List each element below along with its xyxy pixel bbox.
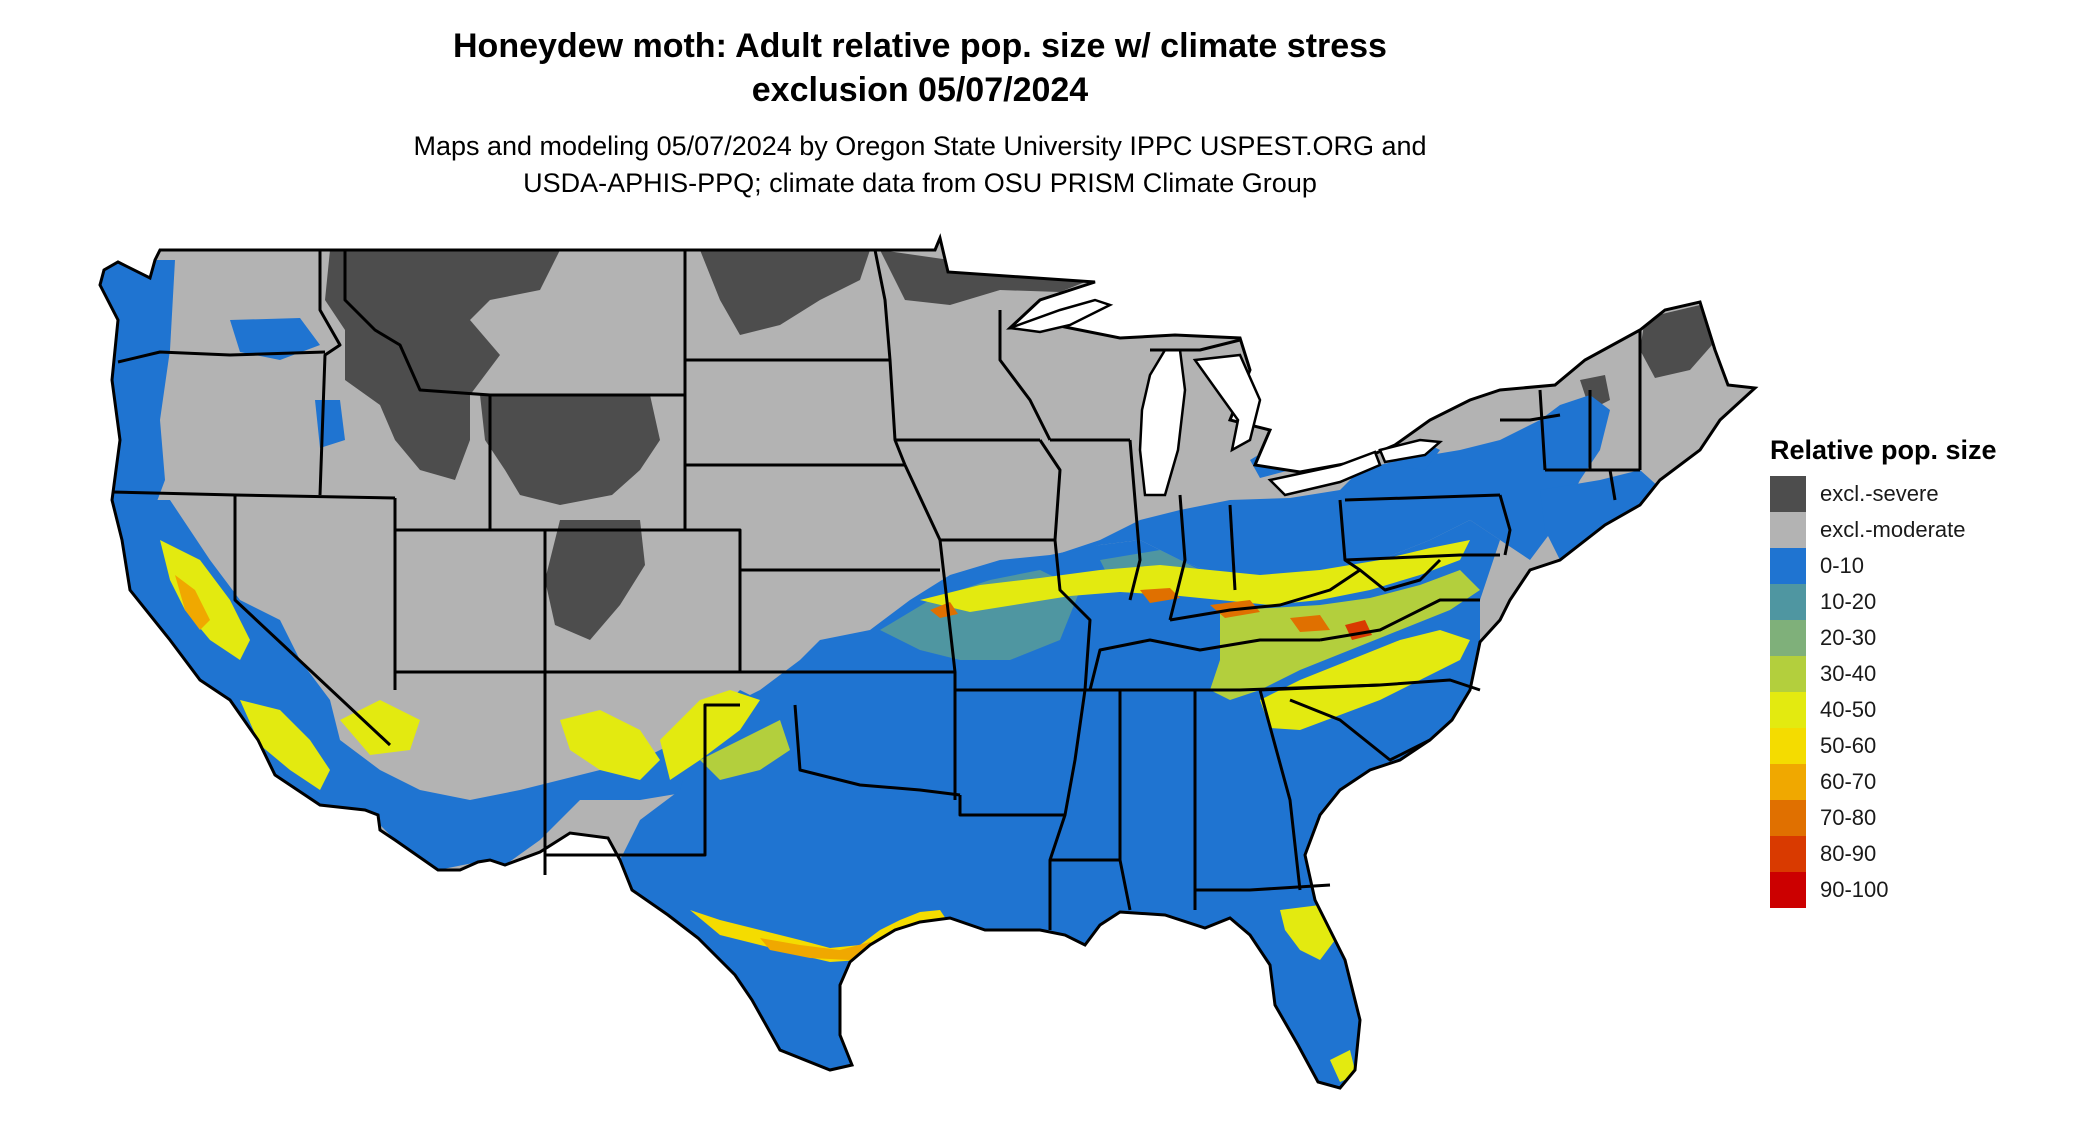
legend-item: 30-40: [1770, 656, 2070, 692]
legend-label: excl.-moderate: [1820, 517, 1966, 542]
legend-item: 10-20: [1770, 584, 2070, 620]
legend-swatch: [1770, 764, 1806, 800]
title-line-2: exclusion 05/07/2024: [751, 71, 1089, 109]
legend: Relative pop. size excl.-severe excl.-mod…: [1770, 432, 2070, 908]
legend-item: 90-100: [1770, 872, 2070, 908]
subtitle-line-2: USDA-APHIS-PPQ; climate data from OSU PR…: [523, 168, 1317, 198]
legend-label: 50-60: [1820, 733, 1877, 758]
legend-label: 40-50: [1820, 697, 1877, 722]
legend-swatch: [1770, 620, 1806, 656]
map-title: Honeydew moth: Adult relative pop. size …: [0, 24, 1840, 112]
legend-items: excl.-severe excl.-moderate 0-10 10-20 20-30…: [1770, 476, 2070, 908]
title-line-1: Honeydew moth: Adult relative pop. size …: [453, 27, 1387, 65]
legend-item: excl.-moderate: [1770, 512, 2070, 548]
legend-label: 80-90: [1820, 841, 1877, 866]
legend-swatch: [1770, 836, 1806, 872]
legend-swatch: [1770, 872, 1806, 908]
legend-swatch: [1770, 584, 1806, 620]
legend-item: excl.-severe: [1770, 476, 2070, 512]
legend-swatch: [1770, 800, 1806, 836]
legend-label: 10-20: [1820, 589, 1877, 614]
legend-label: excl.-severe: [1820, 481, 1939, 506]
legend-label: 60-70: [1820, 769, 1877, 794]
legend-item: 40-50: [1770, 692, 2070, 728]
legend-item: 20-30: [1770, 620, 2070, 656]
legend-item: 0-10: [1770, 548, 2070, 584]
legend-swatch: [1770, 476, 1806, 512]
legend-swatch: [1770, 548, 1806, 584]
legend-label: 90-100: [1820, 877, 1889, 902]
legend-label: 0-10: [1820, 553, 1865, 578]
legend-swatch: [1770, 728, 1806, 764]
legend-swatch: [1770, 512, 1806, 548]
legend-swatch: [1770, 692, 1806, 728]
legend-title: Relative pop. size: [1770, 435, 1997, 465]
great-lakes: [1009, 298, 1444, 497]
legend-item: 60-70: [1770, 764, 2070, 800]
legend-swatch: [1770, 656, 1806, 692]
legend-item: 70-80: [1770, 800, 2070, 836]
subtitle-line-1: Maps and modeling 05/07/2024 by Oregon S…: [413, 131, 1427, 161]
legend-label: 70-80: [1820, 805, 1877, 830]
state-boundaries: [111, 249, 1642, 930]
legend-item: 50-60: [1770, 728, 2070, 764]
legend-label: 30-40: [1820, 661, 1877, 686]
legend-item: 80-90: [1770, 836, 2070, 872]
map-subtitle: Maps and modeling 05/07/2024 by Oregon S…: [0, 128, 1840, 202]
legend-label: 20-30: [1820, 625, 1877, 650]
